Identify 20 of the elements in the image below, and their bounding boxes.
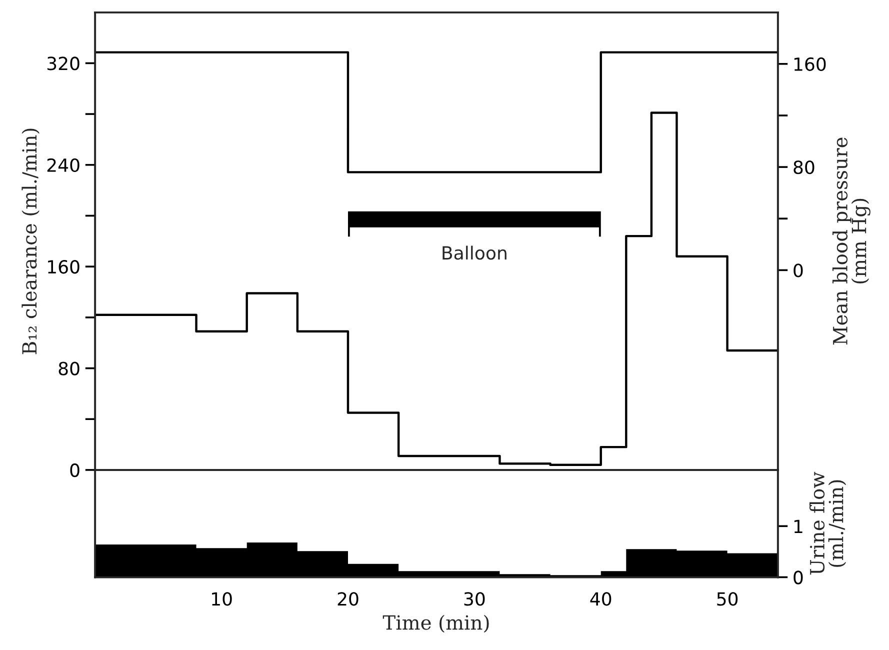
y-tick-label: 0 [70,463,80,478]
y2-axis-title: Urine flow (ml./min) [810,472,846,575]
y2-tick-label: 160 [794,57,826,72]
y-tick-label: 80 [58,362,80,376]
y-tick-label: 160 [48,260,80,274]
y-axis-title: B₁₂ clearance (ml./min) [22,128,40,354]
y2-tick-label: 0 [794,264,803,278]
annotation: Balloon [442,246,506,260]
y2-tick-label: 80 [794,160,814,174]
x-axis-title: Time (min) [382,614,489,633]
y2-axis-title: Mean blood pressure (mm Hg) [832,138,870,345]
x-tick-label: 50 [717,592,738,606]
x-tick-label: 40 [590,592,612,606]
y-tick-label: 320 [47,56,80,70]
y2-tick-label: 1 [794,520,802,533]
y-tick-label: 240 [47,158,80,172]
x-tick-label: 30 [464,592,485,606]
x-tick-label: 20 [338,592,358,606]
y2-tick-label: 0 [794,570,803,584]
x-tick-label: 10 [212,592,232,606]
